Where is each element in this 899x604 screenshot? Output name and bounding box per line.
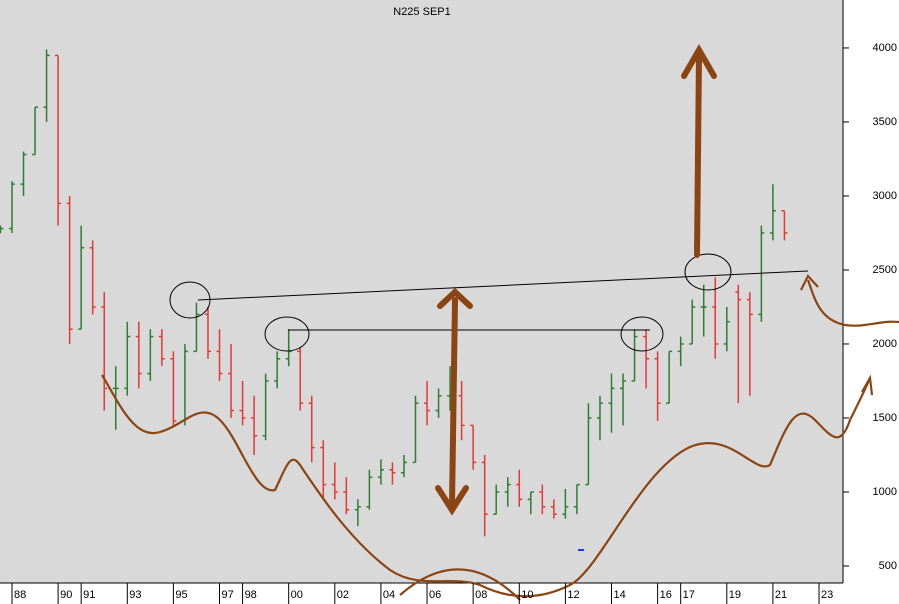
y-tick-label: 2500 — [873, 264, 897, 276]
circle — [169, 281, 211, 319]
x-tick-label: 98 — [245, 589, 257, 601]
x-tick-label: 90 — [60, 589, 72, 601]
x-tick-label: 23 — [821, 589, 833, 601]
x-tick-label: 12 — [567, 589, 579, 601]
x-tick-label: 97 — [222, 589, 234, 601]
circle — [684, 253, 732, 291]
circle — [620, 316, 664, 352]
x-tick-label: 17 — [683, 589, 695, 601]
y-tick-label: 3500 — [873, 116, 897, 128]
y-tick-label: 2000 — [873, 338, 897, 350]
y-tick-label: 1500 — [873, 412, 897, 424]
x-tick-label: 10 — [521, 589, 533, 601]
x-tick-label: 02 — [337, 589, 349, 601]
x-tick-label: 21 — [775, 589, 787, 601]
arrow — [435, 43, 717, 516]
annotations — [101, 43, 899, 601]
circle — [264, 316, 310, 352]
x-tick-label: 04 — [383, 589, 395, 601]
plot-background — [0, 0, 843, 583]
x-tick-label: 06 — [429, 589, 441, 601]
x-tick-label: 16 — [660, 589, 672, 601]
x-tick-label: 14 — [613, 589, 625, 601]
x-tick-label: 19 — [729, 589, 741, 601]
x-tick-label: 08 — [475, 589, 487, 601]
x-tick-label: 93 — [129, 589, 141, 601]
chart-title: N225 SEP1 — [393, 6, 450, 18]
x-tick-label: 91 — [83, 589, 95, 601]
y-tick-label: 1000 — [873, 486, 897, 498]
x-tick-label: 95 — [175, 589, 187, 601]
trend-line — [197, 270, 809, 301]
y-tick-label: 3000 — [873, 190, 897, 202]
y-axis-area — [843, 0, 899, 604]
x-axis-area — [0, 583, 843, 604]
y-tick-label: 500 — [879, 560, 897, 572]
x-tick-label: 00 — [291, 589, 303, 601]
curve — [101, 274, 899, 601]
x-tick-label: 88 — [14, 589, 26, 601]
y-tick-label: 4000 — [873, 42, 897, 54]
bars — [0, 49, 788, 537]
